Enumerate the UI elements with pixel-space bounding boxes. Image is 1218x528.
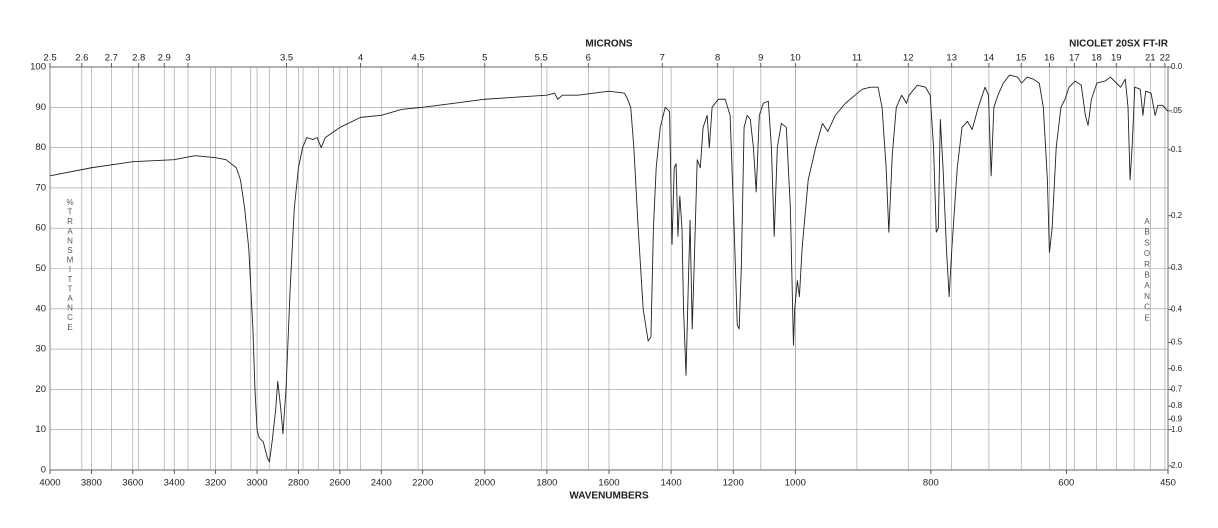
y-tick-label: 40 (35, 303, 46, 314)
y2-tick-label: 0.9 (1171, 414, 1183, 423)
y-tick-label: 80 (35, 142, 46, 153)
x2-tick-label: 5 (482, 53, 487, 64)
x-tick-label: 2600 (329, 478, 350, 489)
x-tick-label: 3200 (205, 478, 226, 489)
x2-tick-label: 2.7 (105, 53, 118, 64)
x2-tick-label: 9 (758, 53, 763, 64)
y-tick-label: 10 (35, 424, 46, 435)
y-tick-label: 70 (35, 182, 46, 193)
x2-axis-title: MICRONS (585, 39, 633, 50)
x2-tick-label: 2.9 (158, 53, 171, 64)
y-tick-label: 50 (35, 263, 46, 274)
y2-tick-label: 0.5 (1171, 338, 1183, 347)
y2-tick-label: 0.7 (1171, 385, 1183, 394)
x2-tick-label: 21 (1145, 53, 1156, 64)
x-tick-label: 1400 (661, 478, 682, 489)
x2-tick-label: 11 (852, 53, 862, 64)
x2-tick-label: 13 (946, 53, 957, 64)
x2-tick-label: 22 (1160, 53, 1171, 64)
x2-tick-label: 4.5 (411, 53, 424, 64)
x2-tick-label: 10 (790, 53, 801, 64)
x-tick-label: 3600 (122, 478, 143, 489)
x-tick-label: 2800 (288, 478, 309, 489)
x-tick-label: 1600 (598, 478, 619, 489)
brand: NICOLET 20SX FT-IR (1069, 39, 1169, 50)
y2-tick-label: 0.1 (1171, 145, 1183, 154)
x-tick-label: 2000 (474, 478, 495, 489)
x2-tick-label: 3 (185, 53, 190, 64)
x-tick-label: 800 (923, 478, 939, 489)
x-tick-label: 3800 (81, 478, 102, 489)
x2-tick-label: 18 (1091, 53, 1102, 64)
y-tick-label: 0 (41, 465, 46, 476)
x-tick-label: 1800 (536, 478, 557, 489)
y-tick-label: 100 (30, 62, 46, 73)
y2-tick-label: 2.0 (1171, 461, 1183, 470)
x-tick-label: 2400 (371, 478, 392, 489)
x2-tick-label: 5.5 (535, 53, 548, 64)
y2-tick-label: 0.0 (1171, 62, 1183, 71)
x2-tick-label: 12 (903, 53, 914, 64)
x-tick-label: 2200 (412, 478, 433, 489)
y-tick-label: 20 (35, 384, 46, 395)
y2-tick-label: .05 (1171, 106, 1183, 115)
x2-tick-label: 2.5 (43, 53, 56, 64)
x-tick-label: 3000 (246, 478, 267, 489)
x2-tick-label: 2.8 (132, 53, 145, 64)
x-tick-label: 600 (1058, 478, 1074, 489)
y-axis-title: % T R A N S M I T T A N C E (66, 198, 73, 332)
x-tick-label: 3400 (164, 478, 185, 489)
y2-tick-label: 0.6 (1171, 364, 1183, 373)
y-tick-label: 30 (35, 344, 46, 355)
x-tick-label: 4000 (39, 478, 60, 489)
y2-tick-label: 0.3 (1171, 263, 1183, 272)
x2-tick-label: 4 (358, 53, 363, 64)
x2-tick-label: 2.6 (75, 53, 88, 64)
y2-tick-label: 1.0 (1171, 425, 1183, 434)
x-tick-label: 1000 (785, 478, 806, 489)
y2-tick-label: 0.2 (1171, 211, 1183, 220)
spectrum-line (49, 74, 1169, 463)
y-tick-label: 90 (35, 102, 46, 113)
x2-tick-label: 16 (1044, 53, 1055, 64)
y-tick-label: 60 (35, 223, 46, 234)
x2-tick-label: 3.5 (280, 53, 293, 64)
x2-tick-label: 7 (660, 53, 665, 64)
x-tick-label: 1200 (723, 478, 744, 489)
x2-tick-label: 15 (1016, 53, 1027, 64)
x2-tick-label: 14 (984, 53, 995, 64)
x2-tick-label: 19 (1111, 53, 1122, 64)
y2-tick-label: 0.4 (1171, 305, 1183, 314)
y2-tick-label: 0.8 (1171, 401, 1183, 410)
x2-tick-label: 17 (1069, 53, 1080, 64)
x2-tick-label: 8 (715, 53, 720, 64)
x-axis-title: WAVENUMBERS (569, 491, 649, 502)
x-tick-label: 450 (1160, 478, 1176, 489)
x2-tick-label: 6 (586, 53, 591, 64)
